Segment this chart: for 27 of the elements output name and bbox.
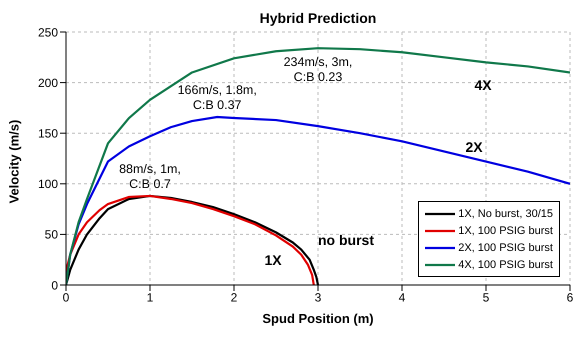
- y-axis-title: Velocity (m/s): [6, 120, 22, 204]
- y-tick-label: 200: [38, 76, 58, 90]
- chart-title: Hybrid Prediction: [258, 10, 378, 26]
- legend-label: 1X, No burst, 30/15: [458, 208, 553, 220]
- x-tick-label: 6: [566, 290, 574, 305]
- y-tick-label: 0: [51, 278, 58, 292]
- annotation: no burst: [318, 232, 374, 248]
- annotation: 166m/s, 1.8m, C:B 0.37: [178, 83, 257, 112]
- legend-label: 2X, 100 PSIG burst: [458, 242, 553, 254]
- x-tick-label: 2: [230, 290, 238, 305]
- x-tick-label: 5: [482, 290, 490, 305]
- annotation: 234m/s, 3m, C:B 0.23: [284, 55, 352, 84]
- annotation: 1X: [264, 252, 282, 268]
- annotation: 4X: [474, 77, 492, 93]
- annotation: 88m/s, 1m, C:B 0.7: [119, 162, 181, 191]
- x-axis-title: Spud Position (m): [262, 311, 374, 326]
- y-tick-label: 50: [44, 228, 58, 242]
- x-tick-label: 1: [146, 290, 154, 305]
- x-tick-label: 4: [398, 290, 406, 305]
- y-tick-label: 150: [38, 126, 58, 140]
- x-tick-label: 0: [62, 290, 70, 305]
- y-tick-label: 250: [38, 25, 58, 40]
- y-tick-label: 100: [38, 177, 58, 192]
- legend-label: 4X, 100 PSIG burst: [458, 258, 553, 270]
- annotation: 2X: [465, 139, 484, 155]
- legend-label: 1X, 100 PSIG burst: [458, 224, 553, 236]
- x-tick-label: 3: [314, 290, 322, 305]
